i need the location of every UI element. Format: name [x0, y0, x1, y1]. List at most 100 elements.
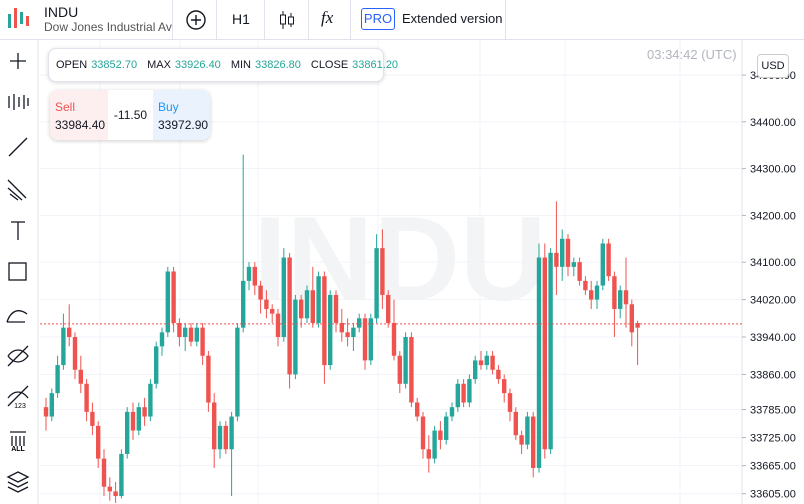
candle-body — [339, 322, 344, 333]
chart-type-button[interactable] — [277, 9, 297, 31]
candle-body — [316, 276, 321, 323]
candle-body — [612, 276, 617, 309]
candle-body — [513, 411, 518, 436]
candle-body — [420, 416, 426, 450]
candle-body — [618, 290, 623, 309]
y-tick-label: 33605.00 — [750, 489, 796, 501]
candle-body — [577, 262, 582, 281]
candle-body — [554, 252, 559, 267]
candle-body — [328, 294, 333, 366]
sell-button[interactable]: Sell 33984.40 — [50, 90, 108, 140]
hide-drawings-icon[interactable] — [7, 385, 29, 407]
candle-body — [589, 290, 594, 300]
candle-body — [270, 308, 275, 314]
candle-body — [432, 430, 437, 459]
candle-body — [426, 449, 431, 459]
candle-body — [362, 318, 368, 361]
candle-body — [368, 318, 373, 361]
extended-version[interactable]: Extended version — [402, 11, 503, 26]
crosshair-icon[interactable] — [10, 53, 26, 69]
logo — [8, 8, 29, 28]
candle-body — [386, 294, 391, 323]
candle-body — [258, 285, 263, 300]
candle-body — [565, 238, 571, 267]
candle-body — [600, 243, 605, 286]
candle-body — [90, 411, 95, 426]
clock: 03:34:42 (UTC) — [647, 47, 737, 62]
candle-body — [154, 346, 159, 384]
brush-icon[interactable] — [6, 310, 28, 323]
candle-body — [571, 262, 576, 267]
line-icon[interactable] — [8, 137, 28, 157]
candle-body — [148, 383, 153, 417]
candle-body — [165, 271, 170, 333]
delete-icon[interactable] — [10, 431, 26, 446]
candle-body — [507, 393, 513, 412]
trade-panel: Sell 33984.40 -11.50 Buy 33972.90 — [50, 90, 210, 140]
candle-body — [397, 355, 402, 384]
candle-body — [159, 332, 165, 347]
hide-icon[interactable] — [7, 345, 29, 367]
shape-icon[interactable] — [8, 262, 27, 281]
open-label: OPEN — [56, 59, 88, 71]
candle-body — [583, 280, 588, 291]
candles-icon[interactable] — [8, 94, 29, 110]
candle-body — [629, 304, 634, 333]
text-icon[interactable] — [11, 221, 25, 240]
candle-body — [322, 276, 327, 366]
candle-body — [542, 257, 547, 450]
candle-body — [55, 365, 60, 394]
candle-body — [415, 402, 420, 417]
candle-body — [188, 327, 194, 342]
currency-button[interactable]: USD — [757, 54, 789, 78]
buy-button[interactable]: Buy 33972.90 — [153, 90, 210, 140]
candle-body — [467, 379, 472, 403]
candle-body — [264, 299, 269, 309]
candle-body — [490, 355, 495, 370]
candle-body — [374, 248, 379, 319]
y-tick-label: 33860.00 — [750, 369, 796, 381]
add-button[interactable] — [185, 9, 207, 31]
min-value: 33826.80 — [254, 59, 301, 71]
candle-body — [246, 266, 252, 281]
candle-body — [287, 257, 292, 375]
pro-badge[interactable]: PRO — [361, 8, 395, 30]
candle-body — [502, 379, 507, 394]
symbol-description: Dow Jones Industrial Ave — [44, 20, 172, 34]
candle-body — [223, 425, 228, 450]
sidebar-label: ALL — [11, 446, 25, 453]
candle-body — [72, 337, 78, 370]
candle-body — [449, 407, 455, 417]
candle-body — [623, 290, 629, 305]
candle-body — [310, 290, 315, 323]
y-tick-label: 33665.00 — [750, 461, 796, 473]
candle-body — [241, 280, 246, 328]
candle-body — [136, 407, 141, 431]
y-tick-label: 34300.00 — [750, 164, 796, 176]
fib-icon[interactable] — [7, 179, 27, 201]
candle-body — [478, 360, 484, 366]
y-tick-label: 34100.00 — [750, 257, 796, 269]
candle-body — [235, 327, 240, 417]
indicators-button[interactable]: fx — [321, 8, 334, 27]
candle-body — [304, 290, 310, 319]
candle-body — [67, 327, 72, 338]
candle-body — [78, 369, 83, 384]
candle-body — [101, 458, 107, 487]
layers-icon[interactable] — [6, 471, 30, 493]
candle-body — [252, 266, 257, 286]
candle-body — [525, 416, 530, 445]
candle-body — [61, 327, 66, 366]
candle-body — [409, 337, 414, 403]
candle-body — [84, 383, 89, 412]
symbol[interactable]: INDU — [44, 4, 79, 20]
candle-body — [391, 322, 397, 356]
timeframe-button[interactable]: H1 — [232, 11, 250, 27]
candle-body — [455, 383, 460, 408]
candle-body — [130, 411, 136, 431]
close-label: CLOSE — [310, 59, 349, 71]
candle-body — [299, 299, 304, 319]
top-bar: INDU Dow Jones Industrial Ave H1 fx PRO … — [0, 0, 804, 40]
candle-body — [606, 243, 611, 277]
